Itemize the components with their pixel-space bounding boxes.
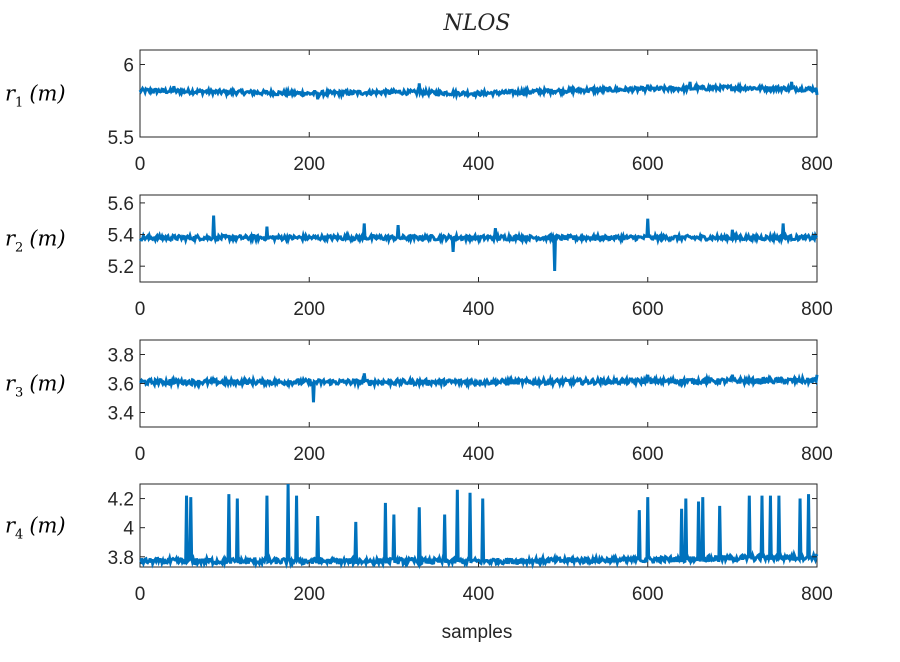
x-tick-label: 600 bbox=[632, 444, 664, 465]
y-tick-label: 3.4 bbox=[108, 404, 135, 425]
y-tick-label: 5.6 bbox=[108, 194, 134, 215]
x-tick-label: 0 bbox=[135, 154, 146, 175]
x-tick-label: 600 bbox=[632, 154, 664, 175]
series-line-r3 bbox=[138, 372, 819, 403]
x-tick-label: 800 bbox=[801, 299, 833, 320]
y-axis-label-r2: r2 (m) bbox=[5, 227, 66, 256]
y-tick-label: 5.2 bbox=[108, 257, 134, 278]
x-tick-label: 400 bbox=[463, 299, 495, 320]
x-tick-label: 0 bbox=[135, 299, 146, 320]
subplot-r2: 0 200 400 600 800 5.2 5.4 5.6 r2 (m) bbox=[5, 194, 833, 320]
x-tick-label: 600 bbox=[632, 584, 664, 605]
subplot-r3: 0 200 400 600 800 3.4 3.6 3.8 r3 (m) bbox=[5, 339, 833, 465]
y-tick-label: 6 bbox=[123, 56, 134, 77]
y-tick-label: 3.8 bbox=[108, 548, 134, 569]
x-tick-label: 0 bbox=[135, 584, 146, 605]
x-tick-label: 800 bbox=[801, 154, 833, 175]
axes-box-r4 bbox=[139, 483, 818, 568]
y-axis-label-r1: r1 (m) bbox=[5, 82, 66, 111]
x-tick-label: 200 bbox=[293, 299, 325, 320]
y-tick-label: 3.8 bbox=[108, 346, 134, 367]
x-tick-label: 600 bbox=[632, 299, 664, 320]
x-tick-label: 200 bbox=[293, 584, 325, 605]
x-tick-label: 400 bbox=[463, 444, 495, 465]
y-tick-label: 5.5 bbox=[108, 128, 134, 149]
x-tick-label: 200 bbox=[293, 154, 325, 175]
y-tick-label: 5.4 bbox=[108, 226, 135, 247]
subplot-r4: 0 200 400 600 800 3.8 4 4.2 r4 (m) bbox=[5, 483, 833, 605]
chart-title: NLOS bbox=[443, 11, 511, 36]
x-tick-label: 800 bbox=[801, 444, 833, 465]
series-line-r1 bbox=[138, 80, 819, 101]
x-tick-label: 800 bbox=[801, 584, 833, 605]
y-tick-label: 3.6 bbox=[108, 375, 134, 396]
x-axis-label: samples bbox=[442, 622, 513, 643]
x-tick-label: 400 bbox=[463, 584, 495, 605]
series-line-r2 bbox=[138, 215, 819, 271]
y-tick-label: 4.2 bbox=[108, 490, 134, 511]
x-tick-label: 400 bbox=[463, 154, 495, 175]
y-axis-label-r4: r4 (m) bbox=[5, 514, 66, 543]
x-tick-label: 0 bbox=[135, 444, 146, 465]
y-axis-label-r3: r3 (m) bbox=[5, 372, 66, 401]
subplot-r1: 0 200 400 600 800 5.5 6 r1 (m) bbox=[5, 49, 833, 175]
series-line-r4 bbox=[139, 483, 819, 570]
y-tick-label: 4 bbox=[123, 519, 134, 540]
x-tick-label: 200 bbox=[293, 444, 325, 465]
